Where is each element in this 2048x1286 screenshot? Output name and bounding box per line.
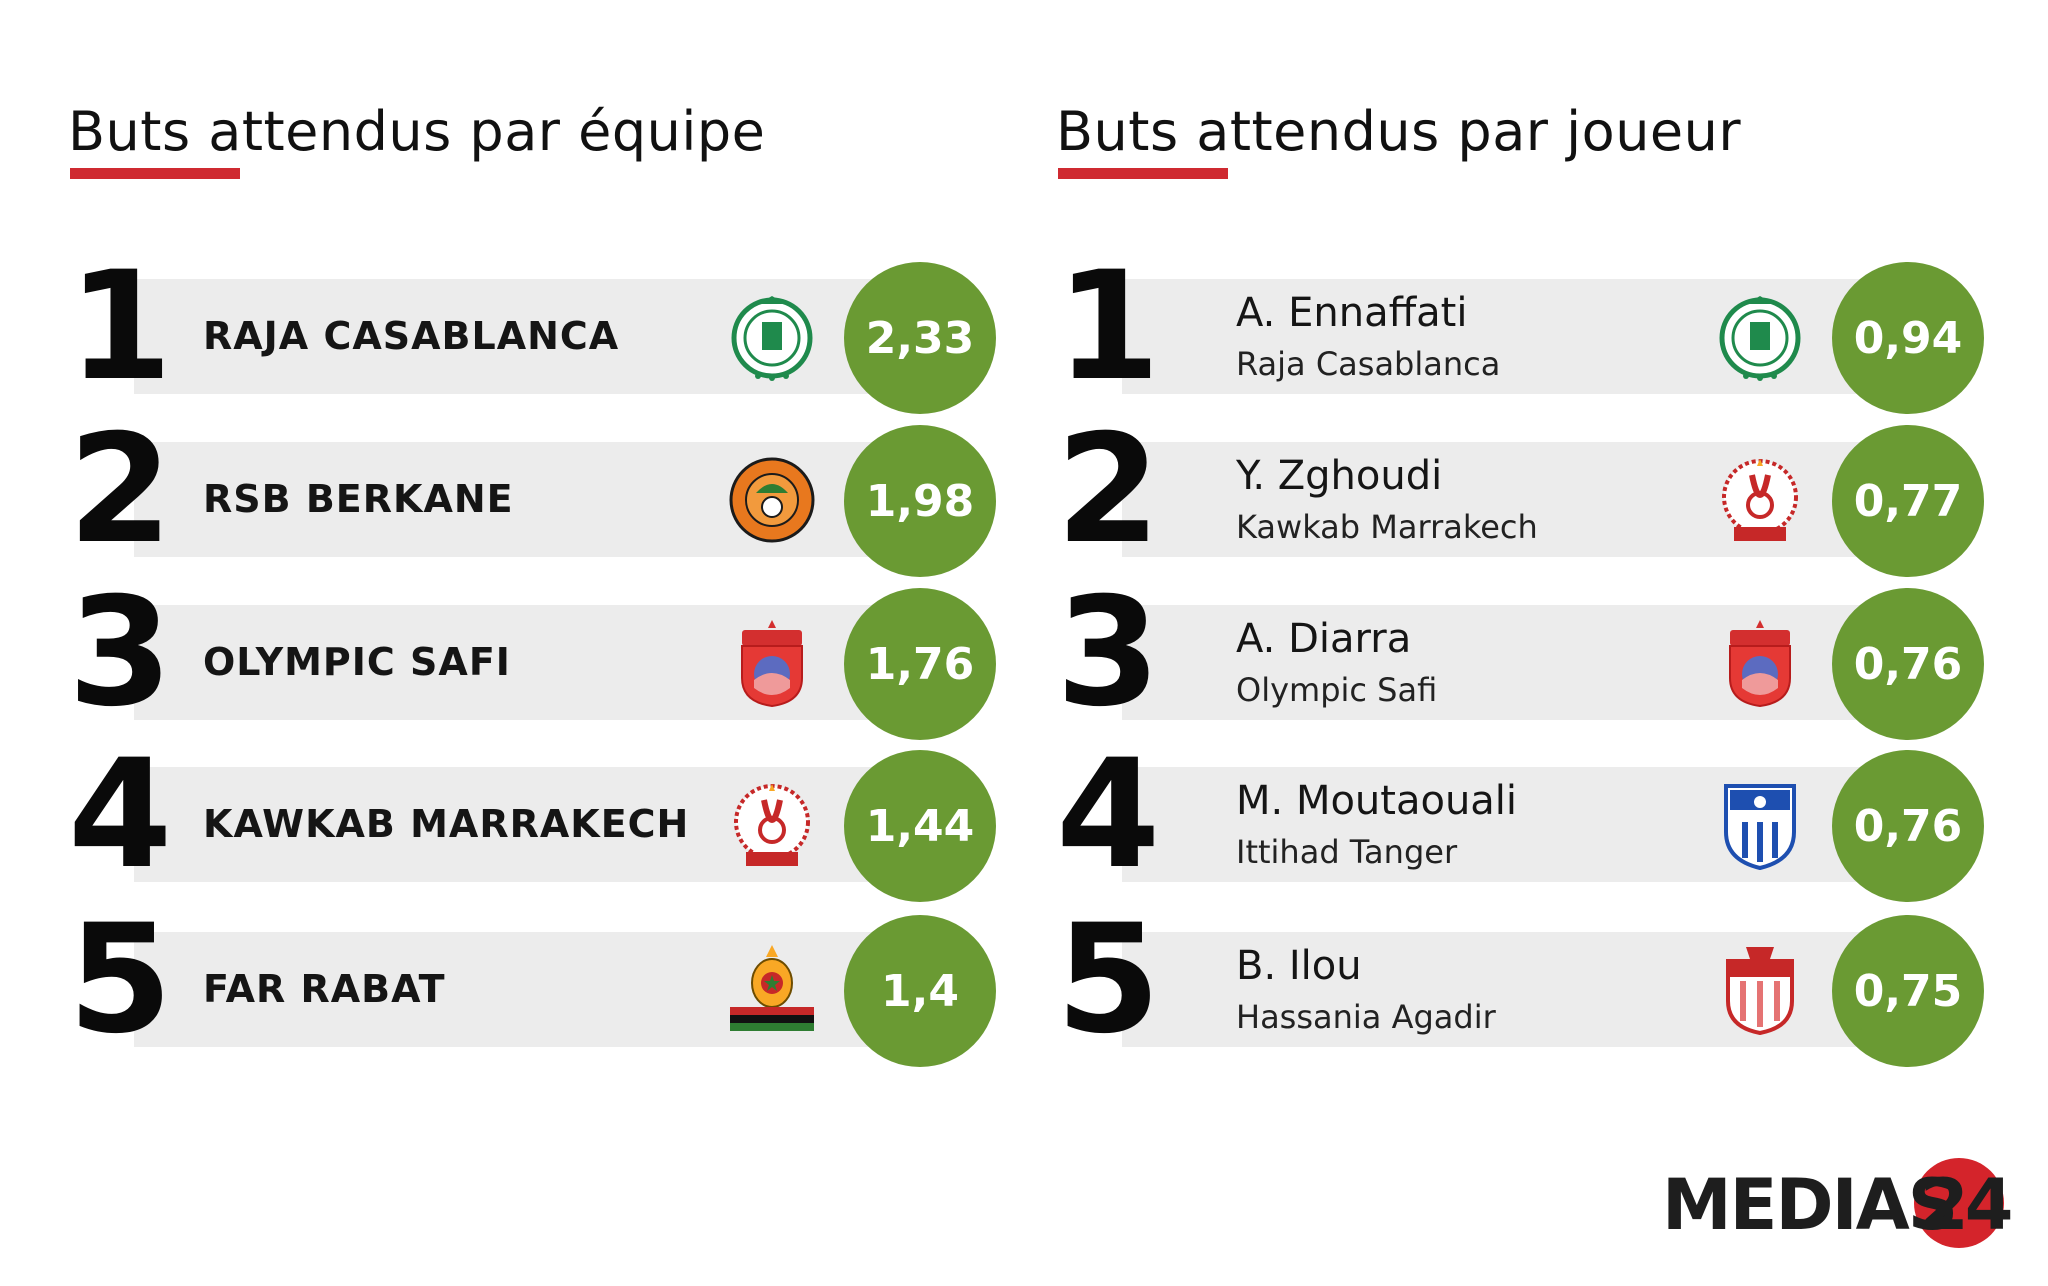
player-rank: 1 xyxy=(1056,240,1161,414)
far-rabat-crest-icon xyxy=(730,945,814,1031)
player-club: Kawkab Marrakech xyxy=(1236,508,1538,546)
raja-casablanca-crest-icon xyxy=(731,296,813,381)
team-rank: 2 xyxy=(68,403,173,577)
player-name: A. Diarra xyxy=(1236,616,1412,662)
team-value: 1,98 xyxy=(844,425,996,577)
team-bar xyxy=(134,605,944,720)
team-row: 2 RSB BERKANE 1,98 xyxy=(68,403,998,577)
medias24-logo-icon: MEDIAS 24 xyxy=(1662,1158,2022,1248)
teams-title-underline xyxy=(70,168,240,179)
team-rank: 4 xyxy=(68,728,173,902)
team-rank: 1 xyxy=(68,240,173,414)
team-name: OLYMPIC SAFI xyxy=(203,640,511,684)
teams-title: Buts attendus par équipe xyxy=(68,100,766,163)
team-value: 1,4 xyxy=(844,915,996,1067)
team-row: 4 KAWKAB MARRAKECH 1,44 xyxy=(68,728,998,902)
player-rank: 3 xyxy=(1056,566,1161,740)
player-value: 0,77 xyxy=(1832,425,1984,577)
player-row: 4 M. Moutaouali Ittihad Tanger 0,76 xyxy=(1056,728,1986,902)
player-rank: 5 xyxy=(1056,893,1161,1067)
player-value: 0,75 xyxy=(1832,915,1984,1067)
olympic-safi-crest-icon xyxy=(1729,620,1791,708)
team-row: 3 OLYMPIC SAFI 1,76 xyxy=(68,566,998,740)
team-value: 1,76 xyxy=(844,588,996,740)
player-club: Ittihad Tanger xyxy=(1236,833,1458,871)
player-name: Y. Zghoudi xyxy=(1236,453,1443,499)
team-name: FAR RABAT xyxy=(203,967,446,1011)
player-row: 5 B. Ilou Hassania Agadir 0,75 xyxy=(1056,893,1986,1067)
player-club: Olympic Safi xyxy=(1236,671,1438,709)
team-name: RSB BERKANE xyxy=(203,477,514,521)
players-title-underline xyxy=(1058,168,1228,179)
kawkab-marrakech-crest-icon xyxy=(1722,459,1798,541)
team-name: RAJA CASABLANCA xyxy=(203,314,620,358)
brand-number: 24 xyxy=(1920,1164,2013,1246)
player-club: Hassania Agadir xyxy=(1236,998,1496,1036)
rsb-berkane-crest-icon xyxy=(729,457,815,543)
player-value: 0,94 xyxy=(1832,262,1984,414)
players-title: Buts attendus par joueur xyxy=(1056,100,1742,163)
player-row: 3 A. Diarra Olympic Safi 0,76 xyxy=(1056,566,1986,740)
team-name: KAWKAB MARRAKECH xyxy=(203,802,690,846)
team-row: 5 FAR RABAT 1,4 xyxy=(68,893,998,1067)
team-value: 2,33 xyxy=(844,262,996,414)
player-value: 0,76 xyxy=(1832,588,1984,740)
brand-circle xyxy=(1914,1158,2004,1248)
ittihad-tanger-crest-icon xyxy=(1724,784,1796,870)
raja-casablanca-crest-icon xyxy=(1719,296,1801,381)
hassania-agadir-crest-icon xyxy=(1726,947,1794,1035)
team-value: 1,44 xyxy=(844,750,996,902)
player-row: 1 A. Ennaffati Raja Casablanca 0,94 xyxy=(1056,240,1986,414)
player-rank: 4 xyxy=(1056,728,1161,902)
player-bar xyxy=(1122,932,1932,1047)
team-rank: 3 xyxy=(68,566,173,740)
player-club: Raja Casablanca xyxy=(1236,345,1501,383)
player-row: 2 Y. Zghoudi Kawkab Marrakech 0,77 xyxy=(1056,403,1986,577)
player-rank: 2 xyxy=(1056,403,1161,577)
player-bar xyxy=(1122,767,1932,882)
olympic-safi-crest-icon xyxy=(741,620,803,708)
brand-text: MEDIAS xyxy=(1662,1164,1958,1246)
kawkab-marrakech-crest-icon xyxy=(734,784,810,866)
player-bar xyxy=(1122,605,1932,720)
player-value: 0,76 xyxy=(1832,750,1984,902)
team-row: 1 RAJA CASABLANCA 2,33 xyxy=(68,240,998,414)
player-name: A. Ennaffati xyxy=(1236,290,1468,336)
team-rank: 5 xyxy=(68,893,173,1067)
player-name: B. Ilou xyxy=(1236,943,1362,989)
player-name: M. Moutaouali xyxy=(1236,778,1518,824)
